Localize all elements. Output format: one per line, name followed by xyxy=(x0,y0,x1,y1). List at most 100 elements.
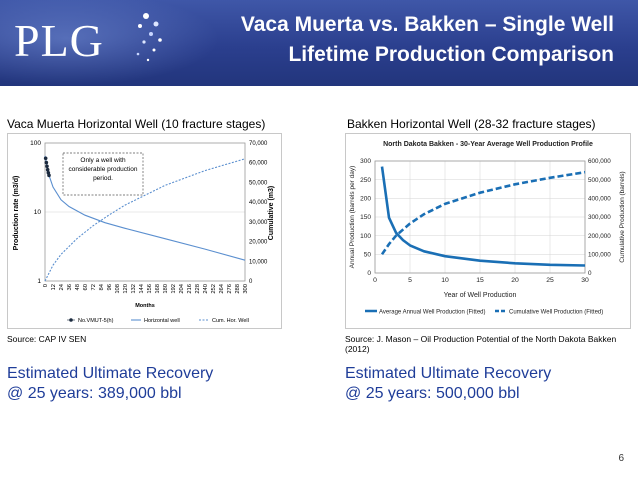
header-banner: PLG Vaca Muerta vs. Bakken – Single Well… xyxy=(0,0,638,86)
legend-label-vmut: No.VMUT-5(h) xyxy=(78,318,114,324)
y2-tick-label: 40,000 xyxy=(249,200,268,206)
right-chart-title: North Dakota Bakken - 30-Year Average We… xyxy=(383,141,593,148)
right-eur-line-2: @ 25 years: 500,000 bbl xyxy=(345,385,520,402)
y-tick-label: 50 xyxy=(364,252,372,259)
y-tick-label: 10 xyxy=(34,209,42,216)
y-tick-label: 200 xyxy=(360,196,371,203)
x-tick-label: 180 xyxy=(163,284,169,294)
logo-dots-icon xyxy=(136,13,162,62)
right-panel-title: Bakken Horizontal Well (28-32 fracture s… xyxy=(347,117,596,131)
annotation-text-wrap: Only a well with considerable production… xyxy=(68,157,138,182)
x-tick-label: 168 xyxy=(155,284,161,294)
x-tick-label: 0 xyxy=(43,284,49,287)
x-tick-label: 264 xyxy=(219,283,225,293)
y2-tick-label: 50,000 xyxy=(249,180,268,186)
left-panel-title: Vaca Muerta Horizontal Well (10 fracture… xyxy=(7,117,266,131)
y2-tick-label: 10,000 xyxy=(249,259,268,265)
x-tick-label: 36 xyxy=(67,284,73,290)
left-y2-axis-label: Cumulative (m3) xyxy=(268,186,275,240)
x-tick-label: 132 xyxy=(131,284,137,294)
left-eur: Estimated Ultimate Recovery @ 25 years: … xyxy=(7,364,213,404)
x-tick-label: 10 xyxy=(441,277,449,284)
x-tick-label: 15 xyxy=(476,277,484,284)
x-tick-label: 20 xyxy=(511,277,519,284)
y2-tick-label: 100,000 xyxy=(588,252,611,259)
data-point-vmut xyxy=(47,173,51,178)
plot-area xyxy=(374,160,586,274)
x-tick-label: 24 xyxy=(59,283,65,290)
data-point-vmut xyxy=(43,156,48,161)
x-tick-label: 25 xyxy=(546,277,554,284)
x-tick-label: 300 xyxy=(243,284,249,294)
page-title: Vaca Muerta vs. Bakken – Single Well Lif… xyxy=(144,10,614,70)
legend-label-annual: Average Annual Well Production (Fitted) xyxy=(379,310,486,316)
y2-tick-label: 600,000 xyxy=(588,158,611,165)
y2-tick-label: 70,000 xyxy=(249,141,268,147)
series-annual-production xyxy=(380,166,586,267)
y-tick-label: 1 xyxy=(37,278,41,285)
y2-tick-label: 300,000 xyxy=(588,214,611,221)
x-tick-label: 96 xyxy=(107,284,113,290)
x-tick-label: 108 xyxy=(115,284,121,294)
x-tick-label: 60 xyxy=(83,284,89,290)
x-tick-label: 72 xyxy=(91,284,97,290)
x-tick-label: 192 xyxy=(171,284,177,294)
page-number: 6 xyxy=(618,453,624,464)
right-x-axis-label: Year of Well Production xyxy=(444,292,517,299)
y2-tick-label: 500,000 xyxy=(588,177,611,184)
data-point-vmut xyxy=(44,160,49,165)
legend-label-horizontal: Horizontal well xyxy=(144,318,180,324)
bakken-chart: North Dakota Bakken - 30-Year Average We… xyxy=(345,133,631,329)
x-tick-label: 156 xyxy=(147,284,153,294)
right-source: Source: J. Mason – Oil Production Potent… xyxy=(345,334,617,354)
left-source: Source: CAP IV SEN xyxy=(7,334,87,344)
y-tick-label: 150 xyxy=(360,214,371,221)
x-tick-label: 48 xyxy=(75,284,81,290)
vaca-muerta-chart: 100 10 1 70,000 60,000 50,000 40,000 30,000 20,… xyxy=(7,133,282,329)
vaca-muerta-chart-svg: 100 10 1 70,000 60,000 50,000 40,000 30,000 20,… xyxy=(7,133,282,329)
y-tick-label: 100 xyxy=(360,233,371,240)
y2-tick-label: 20,000 xyxy=(249,240,268,246)
x-tick-label: 30 xyxy=(581,277,589,284)
series-cumulative-production xyxy=(380,170,586,256)
x-tick-label: 84 xyxy=(99,283,105,290)
data-point-vmut xyxy=(45,167,50,172)
y2-tick-label: 60,000 xyxy=(249,161,268,167)
y2-tick-label: 400,000 xyxy=(588,196,611,203)
right-eur: Estimated Ultimate Recovery @ 25 years: … xyxy=(345,364,551,404)
chart-frame xyxy=(345,133,631,329)
x-tick-label: 216 xyxy=(187,284,193,294)
chart-frame xyxy=(7,133,282,329)
plot-area xyxy=(44,142,246,282)
title-line-2: Lifetime Production Comparison xyxy=(288,43,614,66)
x-tick-label: 144 xyxy=(139,283,145,293)
left-legend: No.VMUT-5(h) Horizontal well Cum. Hor. W… xyxy=(67,318,249,324)
header-glow xyxy=(0,0,220,86)
y2-tick-label: 0 xyxy=(249,279,253,285)
right-legend: Average Annual Well Production (Fitted) … xyxy=(365,310,603,316)
left-y-axis-label: Production rate (m3/d) xyxy=(13,176,20,251)
y-tick-label: 300 xyxy=(360,158,371,165)
x-tick-label: 252 xyxy=(211,284,217,294)
x-tick-label: 5 xyxy=(408,277,412,284)
left-eur-line-1: Estimated Ultimate Recovery xyxy=(7,365,214,382)
y-tick-label: 100 xyxy=(30,140,41,147)
left-eur-line-2: @ 25 years: 389,000 bbl xyxy=(7,385,182,402)
x-tick-label: 276 xyxy=(227,284,233,294)
legend-label-cumulative: Cumulative Well Production (Fitted) xyxy=(509,310,603,316)
right-eur-line-1: Estimated Ultimate Recovery xyxy=(345,365,552,382)
x-tick-label: 228 xyxy=(195,284,201,294)
x-tick-label: 240 xyxy=(203,284,209,294)
right-y2-axis-label: Cumulative Production (barrels) xyxy=(619,171,626,262)
x-tick-label: 12 xyxy=(51,284,57,290)
annotation-box xyxy=(62,152,144,196)
y-tick-label: 0 xyxy=(367,270,371,277)
series-horizontal-well xyxy=(44,155,246,261)
plg-logo: PLG xyxy=(14,15,104,66)
x-tick-label: 288 xyxy=(235,284,241,294)
legend-label-cumulative: Cum. Hor. Well xyxy=(212,318,249,324)
annotation-text: Only a well with considerable production… xyxy=(68,157,138,182)
title-line-1: Vaca Muerta vs. Bakken – Single Well xyxy=(240,13,614,36)
x-tick-label: 204 xyxy=(179,283,185,293)
x-tick-label: 120 xyxy=(123,284,129,294)
